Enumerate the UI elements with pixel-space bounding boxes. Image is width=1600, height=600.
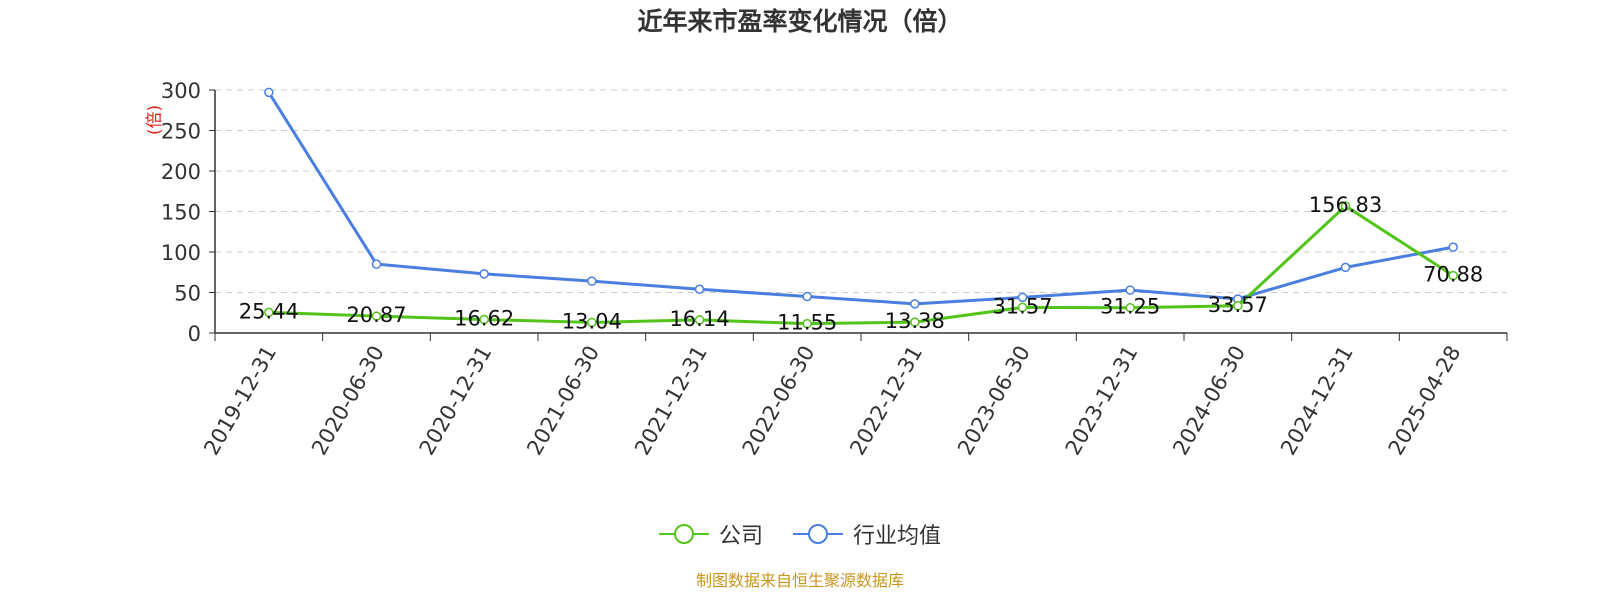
chart-title: 近年来市盈率变化情况（倍） bbox=[637, 7, 963, 36]
data-point-industry bbox=[264, 87, 274, 98]
data-point-company bbox=[694, 315, 705, 325]
data-label: 13.04 bbox=[562, 309, 622, 333]
legend-line-icon bbox=[658, 524, 709, 544]
x-tick-label: 2023-06-30 bbox=[953, 342, 1035, 460]
data-label: 31.25 bbox=[1100, 295, 1160, 319]
data-point-industry bbox=[371, 259, 382, 269]
data-point-industry bbox=[587, 276, 597, 286]
series-line-industry bbox=[267, 91, 1454, 306]
x-tick-label: 2020-12-31 bbox=[415, 342, 497, 460]
data-labels: 25.44 20.87 16.62 13.04 16.14 11.55 13.38 31.57… bbox=[239, 193, 1483, 335]
data-point-industry bbox=[1017, 292, 1028, 303]
legend-line-icon bbox=[793, 524, 843, 544]
data-point-company bbox=[479, 314, 489, 325]
data-point-company bbox=[802, 318, 812, 329]
data-label: 20.87 bbox=[346, 303, 406, 327]
x-tick-label: 2022-06-30 bbox=[738, 342, 820, 460]
legend-item-industry[interactable]: 行业均值 bbox=[793, 518, 941, 550]
x-tick-label: 2020-06-30 bbox=[307, 342, 389, 460]
y-tick-label: 250 bbox=[161, 120, 201, 144]
y-tick-label: 150 bbox=[161, 201, 201, 225]
data-point-industry bbox=[1340, 262, 1351, 273]
data-label: 16.14 bbox=[669, 307, 729, 331]
x-tick-label: 2025-04-28 bbox=[1384, 342, 1466, 460]
y-tick-label: 50 bbox=[174, 282, 201, 306]
x-tick-label: 2023-12-31 bbox=[1061, 342, 1143, 460]
line-chart: 0 50 100 150 200 250 300(倍) 2019-12-31 2020-06-3… bbox=[145, 79, 1508, 460]
data-point-industry bbox=[1125, 285, 1135, 295]
data-label: 31.57 bbox=[992, 294, 1052, 318]
x-tick-label: 2024-12-31 bbox=[1276, 342, 1358, 460]
axes: 0 50 100 150 200 250 300(倍) 2019-12-31 2020-06-3… bbox=[145, 79, 1508, 460]
y-tick-label: 0 bbox=[188, 322, 201, 346]
series-lines bbox=[264, 87, 1458, 329]
data-label: 33.57 bbox=[1208, 293, 1268, 317]
x-tick-label: 2019-12-31 bbox=[199, 342, 281, 460]
x-tick-label: 2022-12-31 bbox=[845, 342, 927, 460]
data-point-company bbox=[1125, 302, 1135, 313]
data-point-company bbox=[587, 317, 597, 328]
data-point-industry bbox=[910, 299, 920, 309]
data-label: 25.44 bbox=[239, 299, 299, 323]
data-label: 156.83 bbox=[1309, 193, 1382, 217]
x-tick-label: 2021-06-30 bbox=[522, 342, 604, 460]
data-point-company bbox=[1017, 302, 1028, 313]
x-tick-label: 2024-06-30 bbox=[1168, 342, 1250, 460]
data-label: 16.62 bbox=[454, 307, 514, 331]
series-line-company bbox=[268, 204, 1454, 326]
legend: 公司 行业均值 bbox=[0, 518, 1600, 550]
y-axis-label: (倍) bbox=[145, 105, 165, 135]
data-label: 70.88 bbox=[1423, 263, 1483, 287]
data-point-company bbox=[1233, 301, 1243, 311]
data-label: 11.55 bbox=[777, 311, 837, 335]
legend-item-company[interactable]: 公司 bbox=[658, 518, 763, 550]
data-point-company bbox=[264, 307, 274, 318]
data-point-industry bbox=[802, 291, 812, 302]
data-point-industry bbox=[1448, 242, 1458, 252]
x-tick-label: 2021-12-31 bbox=[630, 342, 712, 460]
data-point-company bbox=[1340, 201, 1351, 211]
data-point-company bbox=[1448, 270, 1458, 281]
source-note: 制图数据来自恒生聚源数据库 bbox=[695, 571, 904, 590]
legend-label-company: 公司 bbox=[718, 524, 763, 549]
data-point-company bbox=[371, 311, 382, 321]
grid-lines bbox=[215, 89, 1507, 293]
data-point-industry bbox=[694, 284, 705, 295]
legend-label-industry: 行业均值 bbox=[853, 524, 942, 549]
data-point-company bbox=[910, 317, 920, 327]
y-tick-label: 100 bbox=[161, 241, 201, 265]
data-point-industry bbox=[479, 269, 489, 279]
data-label: 13.38 bbox=[885, 309, 945, 333]
y-tick-label: 300 bbox=[161, 79, 201, 103]
y-tick-label: 200 bbox=[161, 160, 201, 184]
